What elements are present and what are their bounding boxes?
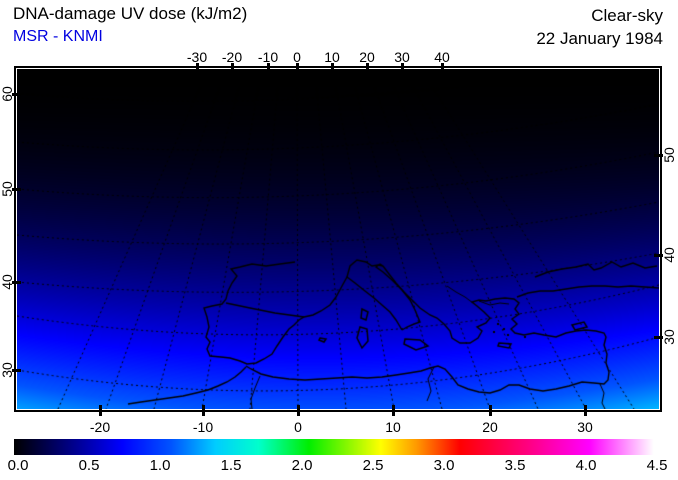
y-axis-left-tick — [12, 281, 21, 284]
x-axis-bottom-label: -10 — [192, 419, 214, 435]
page-title: DNA-damage UV dose (kJ/m2) — [13, 4, 248, 23]
colorbar — [14, 439, 661, 455]
colorbar-tick-label: 0.0 — [7, 457, 29, 474]
x-axis-bottom-label: 0 — [294, 419, 302, 435]
colorbar-tick-label: 4.0 — [575, 457, 597, 474]
y-axis-right-label: 40 — [661, 247, 677, 263]
x-axis-bottom-label: 10 — [385, 419, 401, 435]
y-axis-left-tick — [12, 369, 21, 372]
x-axis-top-tick — [366, 63, 369, 73]
y-axis-left-tick — [12, 188, 21, 191]
colorbar-tick-label: 4.5 — [646, 457, 668, 474]
x-axis-bottom-label: 30 — [577, 419, 593, 435]
y-axis-right-label: 30 — [661, 329, 677, 345]
x-axis-bottom-tick — [584, 405, 587, 416]
y-axis-left-tick — [12, 93, 21, 96]
source-label: MSR - KNMI — [13, 28, 103, 45]
x-axis-top-tick — [441, 63, 444, 73]
y-axis-right-tick — [654, 154, 663, 157]
y-axis-right-label: 50 — [661, 147, 677, 163]
map-frame — [14, 66, 662, 412]
condition-label: Clear-sky — [591, 6, 663, 25]
x-axis-top-tick — [296, 63, 299, 73]
colorbar-tick-label: 3.0 — [433, 457, 455, 474]
x-axis-top-label: 0 — [293, 49, 301, 65]
x-axis-top-tick — [196, 63, 199, 73]
x-axis-top-label: 20 — [359, 49, 375, 65]
y-axis-right-tick — [654, 254, 663, 257]
y-axis-right-tick — [654, 336, 663, 339]
date-label: 22 January 1984 — [536, 29, 663, 48]
colorbar-tick-label: 2.5 — [362, 457, 384, 474]
x-axis-top-label: 10 — [324, 49, 340, 65]
colorbar-tick-label: 0.5 — [78, 457, 100, 474]
condition-date-block: Clear-sky 22 January 1984 — [536, 4, 663, 50]
x-axis-top-label: 40 — [434, 49, 450, 65]
colorbar-tick-label: 2.0 — [291, 457, 313, 474]
x-axis-top-label: 30 — [394, 49, 410, 65]
x-axis-bottom-tick — [297, 405, 300, 416]
x-axis-top-label: -20 — [221, 49, 243, 65]
colorbar-tick-label: 3.5 — [504, 457, 526, 474]
x-axis-top-tick — [267, 63, 270, 73]
colorbar-tick-label: 1.5 — [220, 457, 242, 474]
x-axis-bottom-tick — [489, 405, 492, 416]
uv-dose-field-canvas — [17, 69, 659, 409]
x-axis-top-label: -30 — [186, 49, 208, 65]
x-axis-top-tick — [231, 63, 234, 73]
x-axis-bottom-tick — [99, 405, 102, 416]
x-axis-bottom-label: -20 — [89, 419, 111, 435]
x-axis-top-tick — [331, 63, 334, 73]
x-axis-top-tick — [401, 63, 404, 73]
x-axis-bottom-tick — [392, 405, 395, 416]
x-axis-bottom-tick — [202, 405, 205, 416]
x-axis-top-label: -10 — [257, 49, 279, 65]
x-axis-bottom-label: 20 — [482, 419, 498, 435]
colorbar-tick-label: 1.0 — [149, 457, 171, 474]
